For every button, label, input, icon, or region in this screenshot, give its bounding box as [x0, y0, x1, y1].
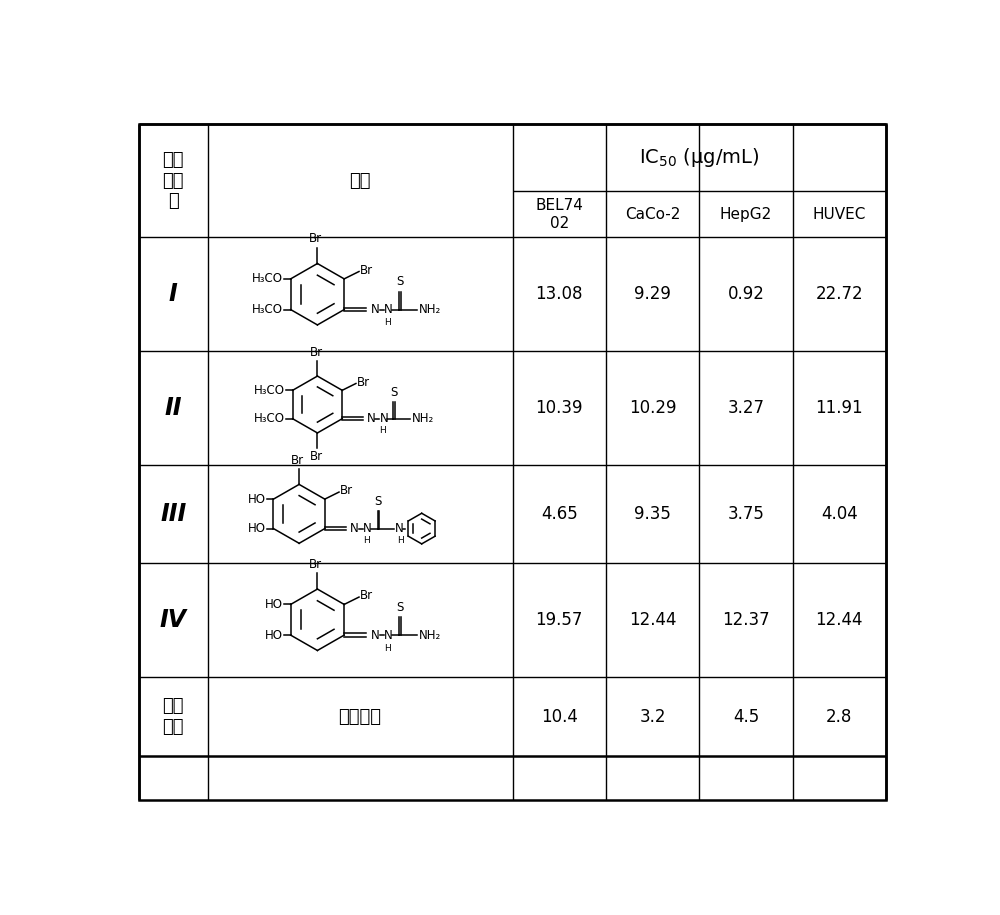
Text: 9.35: 9.35: [634, 505, 671, 522]
Text: 舒尼替尼: 舒尼替尼: [339, 707, 382, 726]
Text: 11.91: 11.91: [816, 399, 863, 417]
Text: N: N: [367, 413, 376, 425]
Text: 化合
物编
号: 化合 物编 号: [163, 151, 184, 210]
Text: 9.29: 9.29: [634, 285, 671, 303]
Text: N: N: [379, 413, 388, 425]
Text: 4.65: 4.65: [541, 505, 578, 522]
Text: III: III: [160, 501, 186, 526]
Text: 12.44: 12.44: [629, 611, 676, 629]
Text: 3.27: 3.27: [727, 399, 764, 417]
Text: 10.39: 10.39: [535, 399, 583, 417]
Text: 结构: 结构: [349, 171, 371, 189]
Text: NH₂: NH₂: [419, 629, 441, 641]
Text: N: N: [371, 303, 380, 316]
Text: H₃CO: H₃CO: [252, 303, 283, 316]
Text: Br: Br: [309, 346, 323, 359]
Text: 22.72: 22.72: [816, 285, 863, 303]
Text: II: II: [165, 396, 182, 420]
Text: HO: HO: [248, 522, 266, 535]
Text: N: N: [384, 629, 393, 641]
Text: Br: Br: [291, 454, 304, 467]
Text: IV: IV: [160, 608, 187, 631]
Text: 10.29: 10.29: [629, 399, 676, 417]
Text: 4.5: 4.5: [733, 707, 759, 726]
Text: 0.92: 0.92: [728, 285, 764, 303]
Text: Br: Br: [360, 264, 373, 276]
Text: S: S: [375, 495, 382, 508]
Text: H: H: [363, 536, 370, 545]
Text: H: H: [379, 426, 386, 436]
Text: H: H: [384, 643, 391, 652]
Text: H₃CO: H₃CO: [252, 273, 283, 285]
Text: H₃CO: H₃CO: [254, 383, 285, 397]
Text: 12.44: 12.44: [816, 611, 863, 629]
Text: S: S: [396, 600, 404, 614]
Text: HepG2: HepG2: [720, 207, 772, 221]
Text: H₃CO: H₃CO: [254, 413, 285, 425]
Text: Br: Br: [309, 232, 322, 245]
Text: 10.4: 10.4: [541, 707, 578, 726]
Text: NH₂: NH₂: [411, 413, 434, 425]
Text: NH₂: NH₂: [419, 303, 441, 316]
Text: 3.75: 3.75: [728, 505, 764, 522]
Text: N: N: [371, 629, 380, 641]
Text: Br: Br: [357, 376, 370, 389]
Text: HO: HO: [248, 492, 266, 506]
Text: 3.2: 3.2: [639, 707, 666, 726]
Text: I: I: [169, 282, 178, 307]
Text: H: H: [384, 318, 391, 327]
Text: IC$_{50}$ (μg/mL): IC$_{50}$ (μg/mL): [639, 146, 760, 169]
Text: N: N: [395, 522, 404, 535]
Text: N: N: [350, 522, 359, 535]
Text: 12.37: 12.37: [722, 611, 770, 629]
Text: 13.08: 13.08: [535, 285, 583, 303]
Text: Br: Br: [309, 450, 323, 463]
Text: 4.04: 4.04: [821, 505, 858, 522]
Text: N: N: [384, 303, 393, 316]
Text: 阳性
对照: 阳性 对照: [163, 697, 184, 736]
Text: HO: HO: [265, 629, 283, 641]
Text: HO: HO: [265, 597, 283, 611]
Text: S: S: [390, 386, 398, 399]
Text: N: N: [363, 522, 372, 535]
Text: Br: Br: [360, 589, 373, 602]
Text: Br: Br: [340, 484, 353, 498]
Text: 2.8: 2.8: [826, 707, 853, 726]
Text: CaCo-2: CaCo-2: [625, 207, 680, 221]
Text: 19.57: 19.57: [536, 611, 583, 629]
Text: Br: Br: [309, 557, 322, 571]
Text: BEL74
02: BEL74 02: [535, 199, 583, 231]
Text: S: S: [396, 275, 404, 288]
Text: H: H: [397, 536, 404, 545]
Text: HUVEC: HUVEC: [813, 207, 866, 221]
